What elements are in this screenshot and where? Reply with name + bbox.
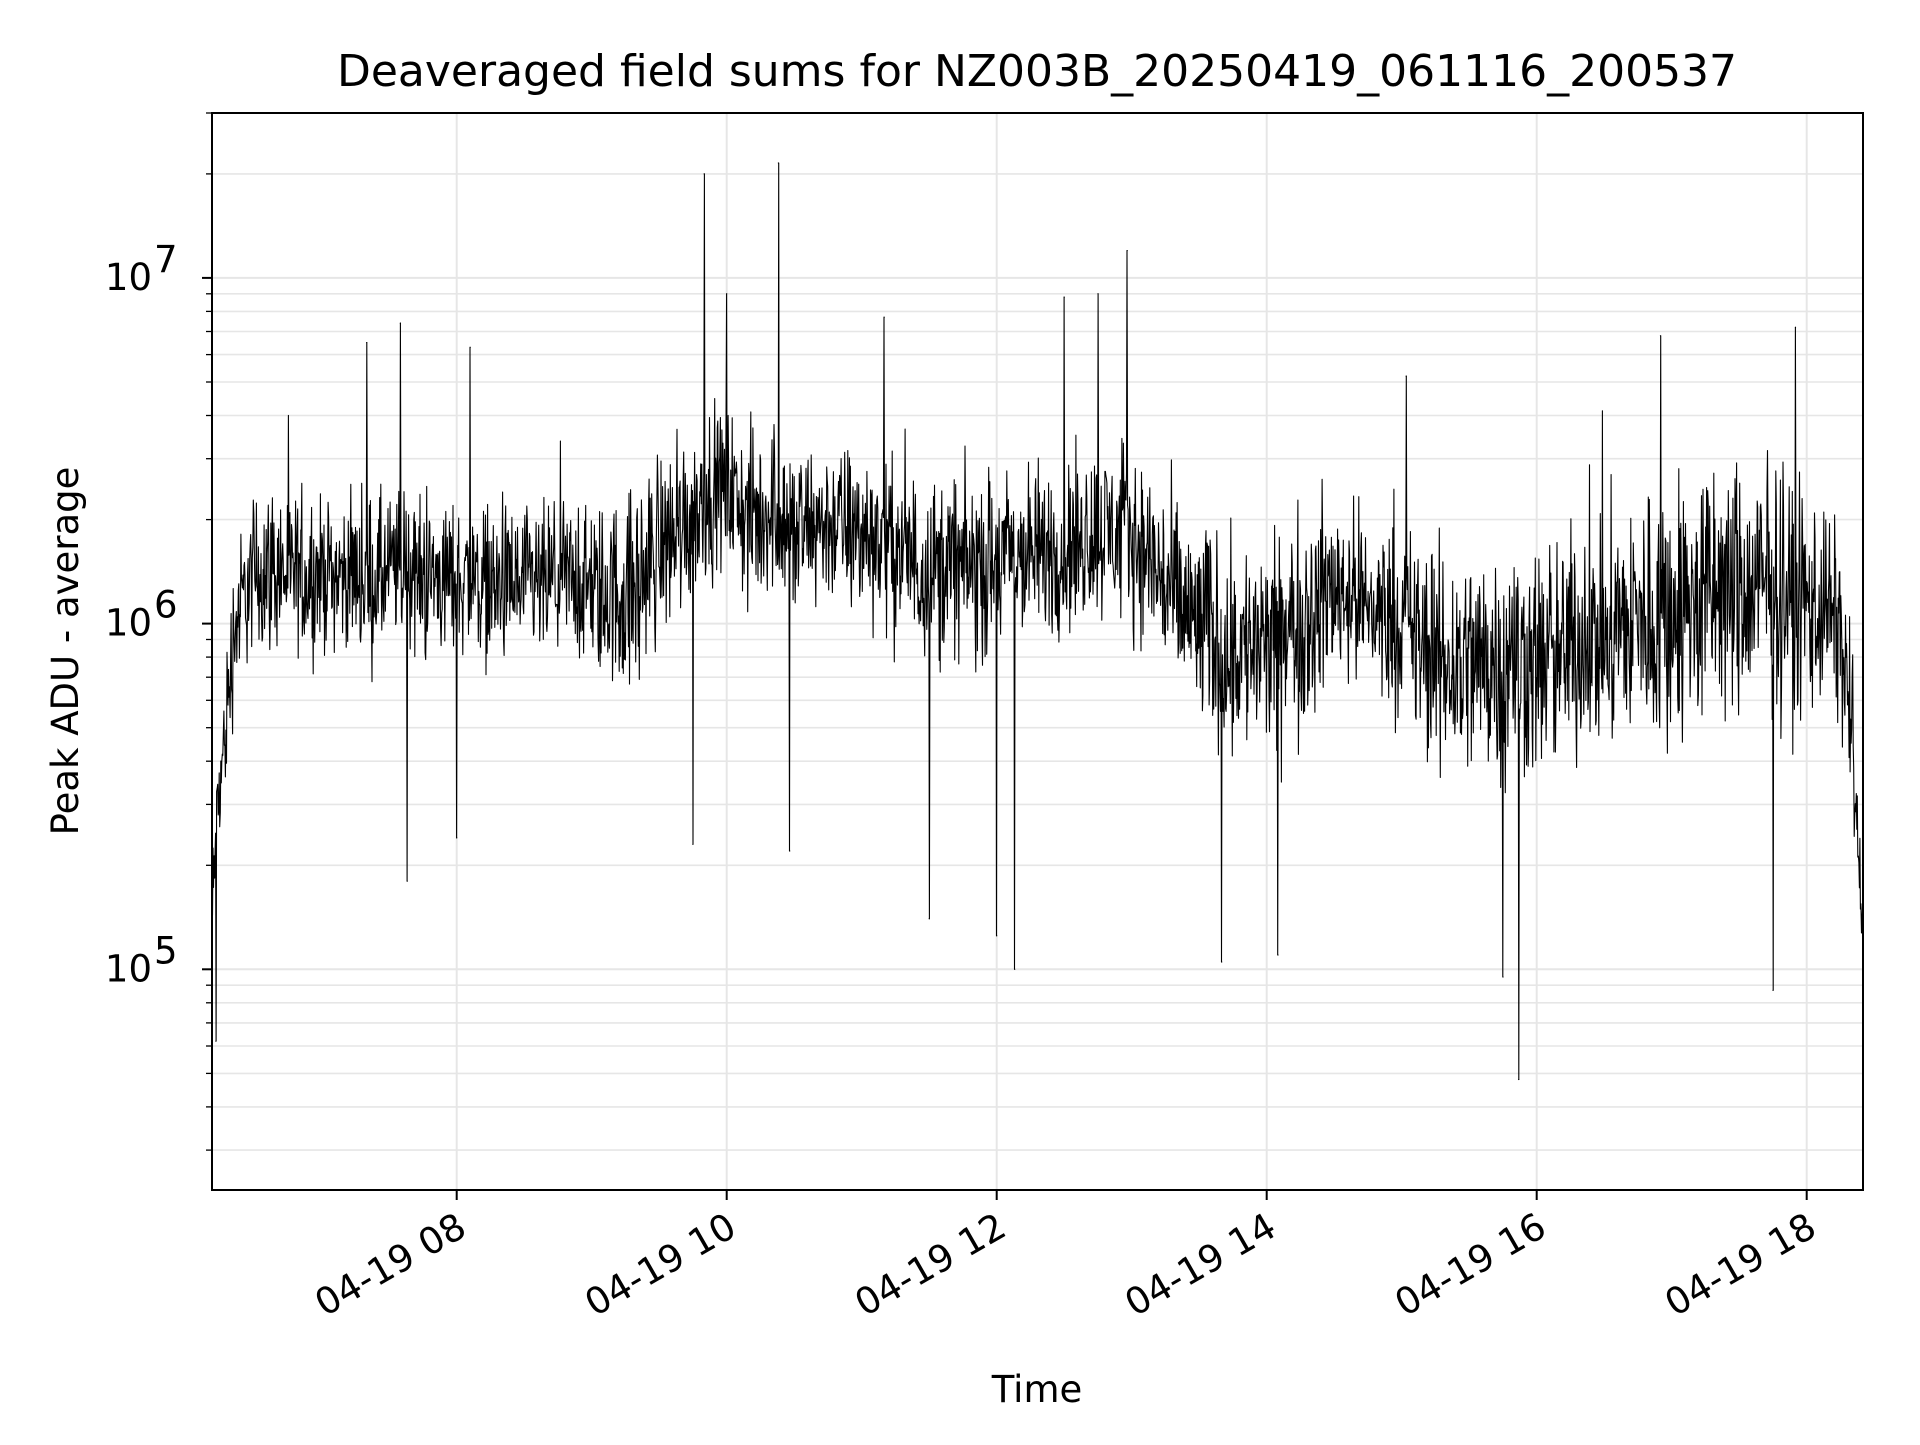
plot-area-frame [211, 112, 1864, 1191]
spike-point [469, 346, 471, 348]
spike-point [366, 342, 368, 344]
spike-point [1277, 954, 1279, 956]
spike-point [1063, 296, 1065, 298]
spike-point [1126, 250, 1128, 252]
y-tick-exponent: 6 [154, 584, 178, 627]
series-line [211, 162, 1864, 1136]
y-tick-label: 10 [105, 256, 152, 299]
spike-point [215, 1040, 217, 1042]
spike-point [996, 935, 998, 937]
data-layer [211, 162, 1864, 1137]
grid-layer [212, 112, 1863, 1190]
spike-point [1772, 989, 1774, 991]
spike-point [1659, 335, 1662, 337]
spike-point [1097, 293, 1099, 295]
spike-point [928, 918, 930, 920]
spike-point [1794, 326, 1797, 328]
spike-point [406, 880, 408, 882]
spike-point [777, 162, 780, 164]
y-tick-label: 10 [105, 947, 152, 990]
x-axis-label: Time [991, 1368, 1083, 1411]
spike-point [726, 293, 728, 295]
spike-point [1502, 976, 1504, 978]
spike-point [1518, 1078, 1520, 1081]
spike-point [789, 850, 791, 852]
y-tick-exponent: 5 [154, 929, 178, 972]
spike-point [399, 322, 401, 324]
chart-title: Deaveraged field sums for NZ003B_2025041… [337, 46, 1737, 97]
y-tick-exponent: 7 [154, 238, 178, 281]
spike-point [456, 837, 458, 839]
y-tick-label: 10 [105, 602, 152, 645]
spike-point [883, 316, 885, 318]
y-axis-label: Peak ADU - average [44, 467, 87, 836]
spike-point [1221, 961, 1223, 963]
spike-point [1405, 375, 1407, 377]
spike-point [703, 173, 705, 175]
spike-point [1014, 968, 1016, 970]
spike-point [692, 843, 694, 845]
